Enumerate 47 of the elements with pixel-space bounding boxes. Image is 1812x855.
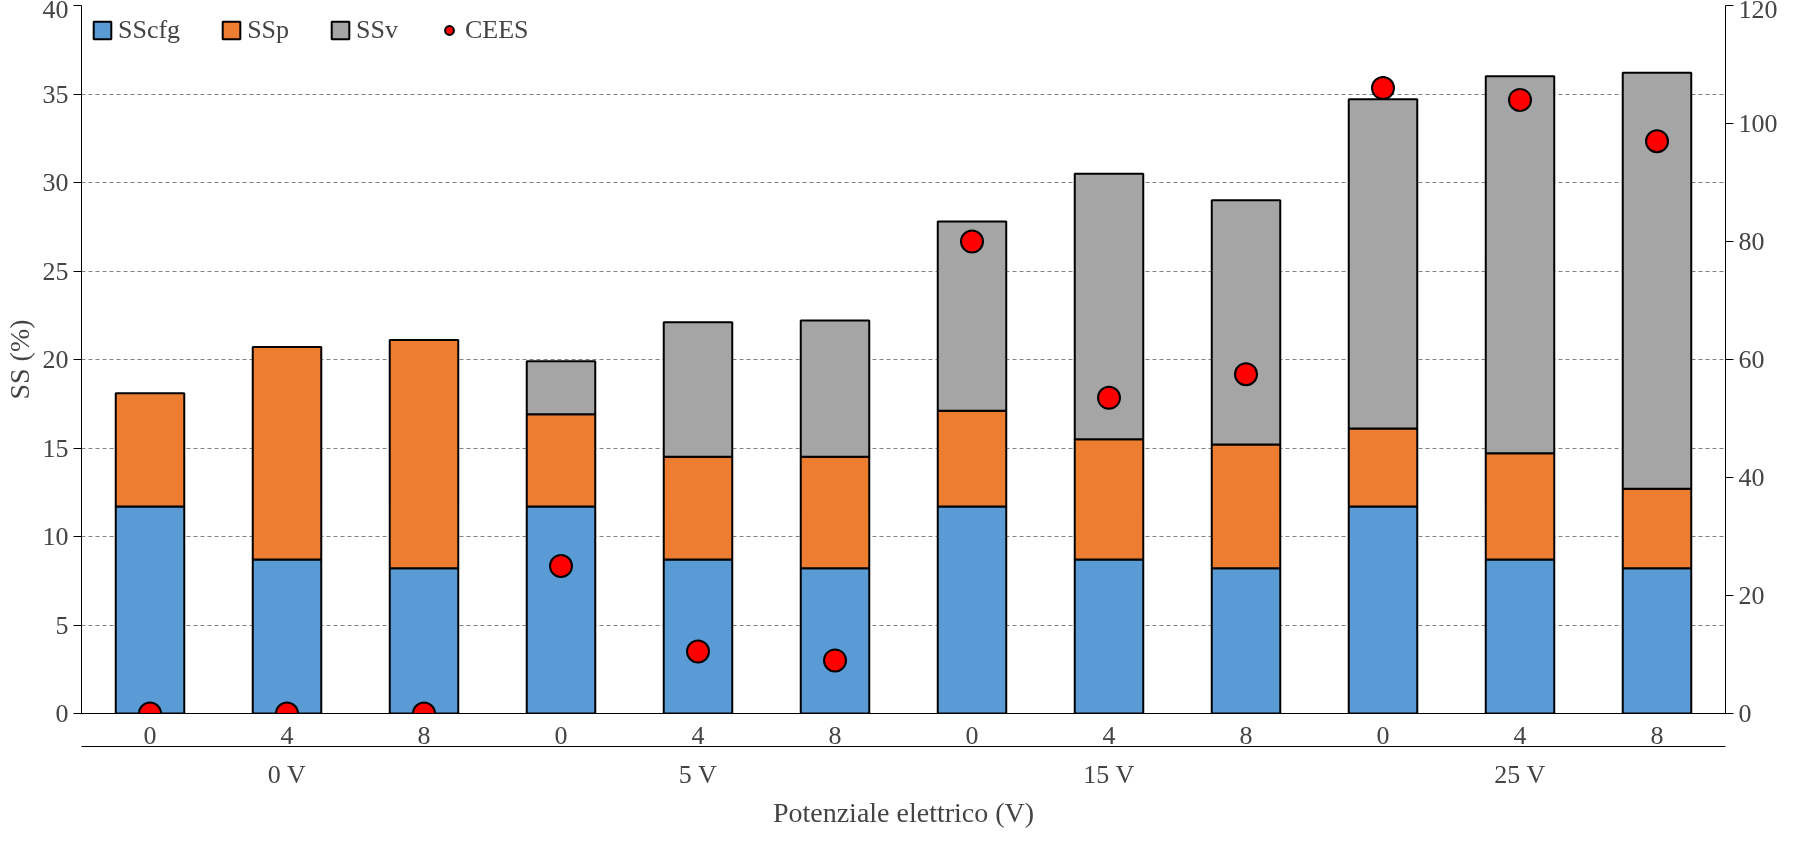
y2-tick-label: 20 (1738, 581, 1765, 610)
y2-tick-label: 80 (1738, 227, 1765, 256)
point (1371, 76, 1395, 101)
x-tick-label: 0 (965, 720, 979, 750)
x-tick-label: 8 (1239, 720, 1253, 750)
y-axis-title: SS (%) (3, 319, 35, 400)
text: 5 V (678, 759, 717, 789)
y-tick-label: 35 (42, 79, 69, 109)
x-tick-label: 0 (554, 720, 568, 750)
x-tick-label: 8 (1650, 720, 1664, 750)
text: 25 V (1494, 759, 1546, 789)
x-tick-label: 8 (417, 720, 431, 750)
y-tick-label: 0 (55, 699, 69, 728)
point (823, 648, 847, 673)
legend-label: SScfg (118, 15, 181, 45)
x-tick-label: 0 (1376, 720, 1390, 750)
legend-label: SSv (356, 15, 398, 45)
point (1645, 129, 1669, 154)
text: 0 V (267, 759, 306, 789)
x-tick-label: 4 (1102, 720, 1116, 750)
legend-label: CEES (464, 15, 529, 45)
point (1097, 385, 1121, 410)
point (960, 229, 984, 254)
y2-tick-label: 40 (1738, 463, 1765, 492)
y-tick-label: 30 (42, 168, 69, 197)
y-tick-label: 25 (42, 256, 69, 286)
x-tick-label: 4 (691, 720, 705, 750)
x-tick-label: 4 (280, 720, 294, 750)
y-tick-label: 10 (42, 522, 69, 551)
y-tick-label: 15 (42, 433, 69, 463)
text: 15 V (1083, 759, 1135, 789)
point (686, 639, 710, 664)
y-tick-label: 5 (55, 610, 69, 640)
x-tick-label: 8 (828, 720, 842, 750)
y2-tick-label: 60 (1738, 345, 1765, 374)
y2-tick-label: 0 (1738, 699, 1752, 728)
y-tick-label: 40 (42, 0, 69, 24)
y2-tick-label: 100 (1738, 109, 1778, 138)
point (549, 554, 573, 578)
point (1508, 87, 1532, 112)
x-tick-label: 0 (143, 720, 157, 750)
y-tick-label: 20 (42, 345, 69, 374)
x-axis-title: Potenziale elettrico (V) (772, 796, 1035, 828)
y2-tick-label: 120 (1738, 0, 1778, 24)
legend-label: SSp (247, 15, 290, 45)
x-tick-label: 4 (1513, 720, 1527, 750)
point (1234, 362, 1258, 387)
